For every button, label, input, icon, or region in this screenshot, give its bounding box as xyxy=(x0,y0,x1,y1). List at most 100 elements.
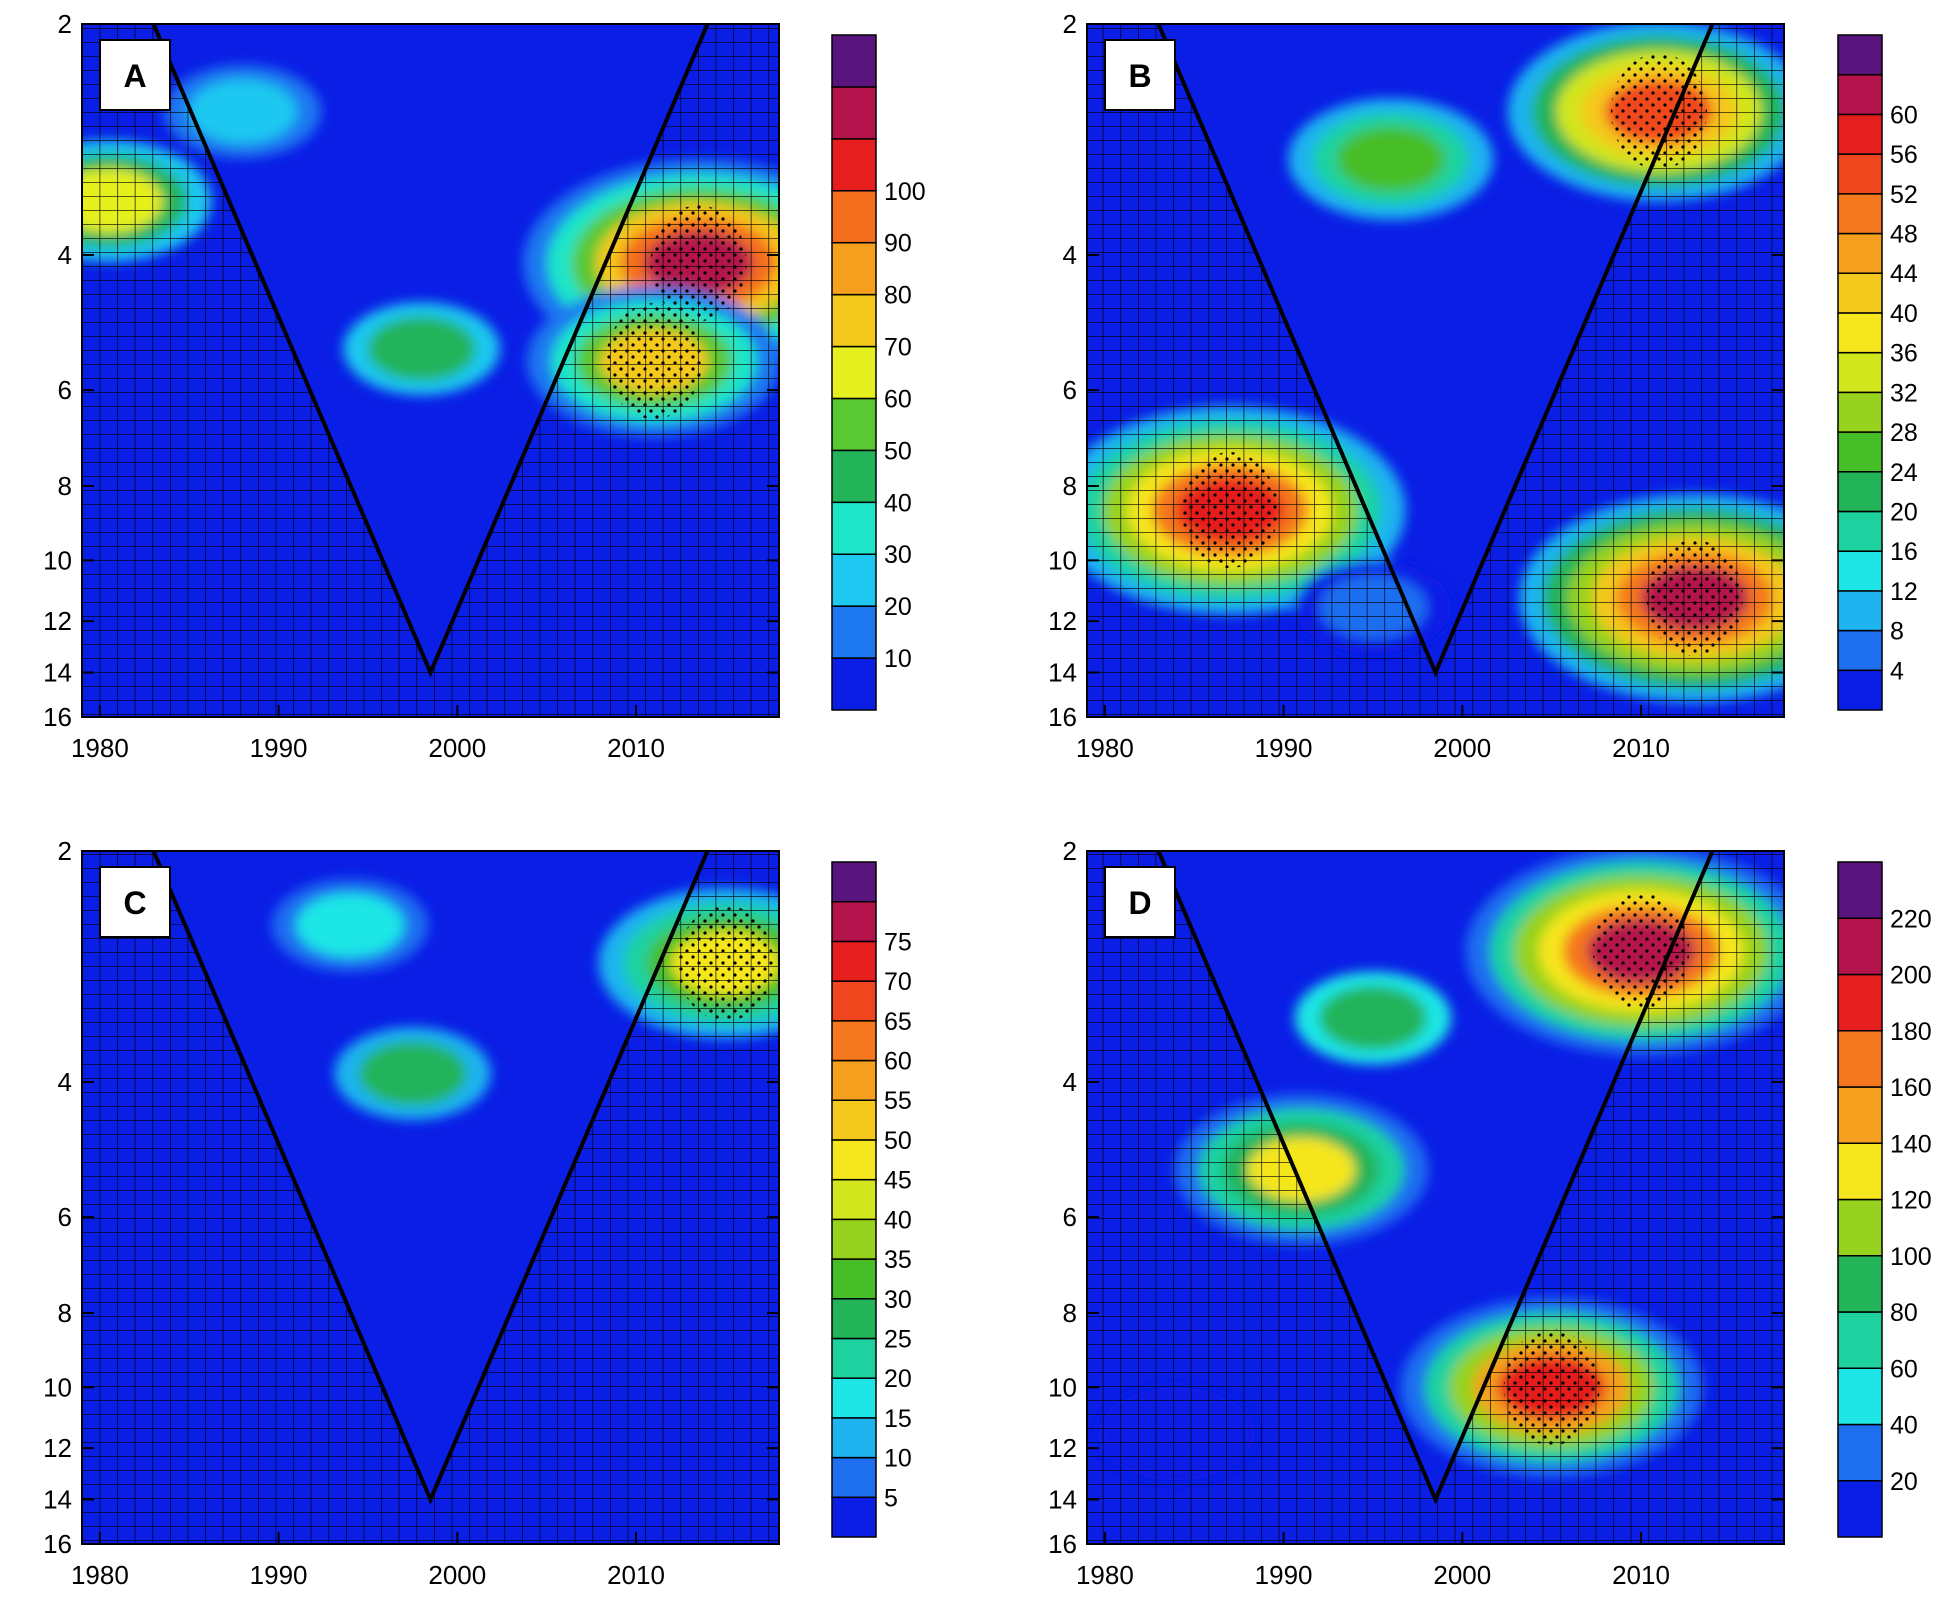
y-tick-label: 10 xyxy=(43,545,72,575)
colorbar-label: 40 xyxy=(1890,300,1918,328)
colorbar-swatch xyxy=(1837,1480,1883,1538)
colorbar-label: 4 xyxy=(1890,657,1904,685)
panel-label-A: A xyxy=(99,39,171,111)
colorbar-label: 70 xyxy=(884,334,912,362)
colorbar-label: 20 xyxy=(1890,1468,1918,1496)
colorbar-swatch xyxy=(1837,1142,1883,1201)
y-tick-label: 2 xyxy=(1063,836,1077,866)
colorbar-swatch xyxy=(1837,669,1883,711)
colorbar-swatch xyxy=(831,1496,877,1538)
colorbar-label: 55 xyxy=(884,1087,912,1115)
panel-label-text: A xyxy=(123,58,146,94)
x-tick-label: 1980 xyxy=(1076,733,1134,763)
x-tick-label: 2000 xyxy=(1433,1560,1491,1590)
y-tick-label: 14 xyxy=(1048,657,1077,687)
y-tick-label: 12 xyxy=(43,1433,72,1463)
colorbar-swatch xyxy=(1837,1423,1883,1482)
colorbar-label: 44 xyxy=(1890,260,1918,288)
coi-hatching xyxy=(1087,851,1784,1544)
colorbar-label: 20 xyxy=(884,1365,912,1393)
colorbar-swatch xyxy=(831,553,877,607)
x-tick-label: 2000 xyxy=(428,1560,486,1590)
colorbar-label: 20 xyxy=(884,593,912,621)
colorbar-label: 80 xyxy=(884,282,912,310)
plot-frame xyxy=(81,23,780,718)
colorbar-label: 90 xyxy=(884,230,912,258)
cone-of-influence xyxy=(151,24,710,678)
colorbar-swatch xyxy=(1837,1367,1883,1426)
colorbar-label: 10 xyxy=(884,645,912,673)
y-tick-label: 6 xyxy=(1063,1202,1077,1232)
colorbar-label: 8 xyxy=(1890,618,1904,646)
colorbar-swatch xyxy=(1837,34,1883,76)
x-tick-label: 2010 xyxy=(1612,1560,1670,1590)
y-tick-label: 6 xyxy=(1063,375,1077,405)
plot-area-B xyxy=(1087,24,1784,717)
colorbar-swatch xyxy=(831,501,877,555)
y-tick-label: 8 xyxy=(58,1298,72,1328)
power-contour-3-1 xyxy=(1336,127,1445,192)
colorbar-label: 10 xyxy=(884,1445,912,1473)
colorbar-swatch xyxy=(831,900,877,943)
colorbar-swatch xyxy=(831,1218,877,1260)
colorbar-label: 60 xyxy=(1890,1355,1918,1383)
colorbar-swatch xyxy=(831,861,877,903)
panel-label-box xyxy=(1104,866,1176,938)
y-tick-label: 4 xyxy=(1063,240,1077,270)
coi-hatching xyxy=(82,851,779,1544)
colorbar-label: 40 xyxy=(884,489,912,517)
coi-hatching xyxy=(82,24,779,717)
y-tick-label: 4 xyxy=(1063,1067,1077,1097)
colorbar-label: 80 xyxy=(1890,1299,1918,1327)
x-tick-label: 2000 xyxy=(428,733,486,763)
colorbar-label: 160 xyxy=(1890,1074,1932,1102)
colorbar-swatch xyxy=(831,1298,877,1340)
y-tick-label: 6 xyxy=(58,1202,72,1232)
y-tick-label: 12 xyxy=(43,606,72,636)
y-tick-label: 14 xyxy=(1048,1484,1077,1514)
colorbar-swatch xyxy=(1837,193,1883,235)
plot-frame xyxy=(1086,23,1785,718)
colorbar-label: 36 xyxy=(1890,340,1918,368)
colorbar-label: 28 xyxy=(1890,419,1918,447)
power-contour-3-1 xyxy=(1318,985,1427,1050)
x-tick-label: 1980 xyxy=(1076,1560,1134,1590)
colorbar-swatch xyxy=(831,1337,877,1379)
x-tick-label: 2000 xyxy=(1433,733,1491,763)
colorbar-label: 120 xyxy=(1890,1187,1932,1215)
y-tick-label: 16 xyxy=(43,1529,72,1559)
colorbar-label: 50 xyxy=(884,1127,912,1155)
colorbar-swatch xyxy=(1837,232,1883,274)
y-tick-label: 8 xyxy=(1063,1298,1077,1328)
cone-of-influence xyxy=(1156,851,1715,1505)
colorbar-label: 50 xyxy=(884,437,912,465)
colorbar-swatch xyxy=(831,1258,877,1300)
plot-frame xyxy=(1086,850,1785,1545)
colorbar-swatch xyxy=(1837,917,1883,976)
colorbar-label: 180 xyxy=(1890,1018,1932,1046)
panel-label-box xyxy=(99,866,171,938)
colorbar-label: 70 xyxy=(884,968,912,996)
x-tick-label: 1990 xyxy=(250,1560,308,1590)
y-tick-label: 12 xyxy=(1048,1433,1077,1463)
colorbar-label: 40 xyxy=(884,1206,912,1234)
colorbar-swatch xyxy=(831,1020,877,1062)
colorbar-swatch xyxy=(1837,1198,1883,1257)
y-tick-label: 2 xyxy=(58,9,72,39)
x-tick-label: 2010 xyxy=(1612,733,1670,763)
panel-label-B: B xyxy=(1104,39,1176,111)
colorbar-swatch xyxy=(1837,1086,1883,1144)
y-tick-label: 8 xyxy=(58,471,72,501)
colorbar-label: 5 xyxy=(884,1484,898,1512)
colorbar-swatch xyxy=(1837,861,1883,919)
colorbar-label: 12 xyxy=(1890,578,1918,606)
colorbar-swatch xyxy=(831,397,877,452)
colorbar-swatch xyxy=(831,190,877,244)
colorbar-swatch xyxy=(1837,471,1883,513)
colorbar-label: 75 xyxy=(884,928,912,956)
y-tick-label: 16 xyxy=(1048,702,1077,732)
